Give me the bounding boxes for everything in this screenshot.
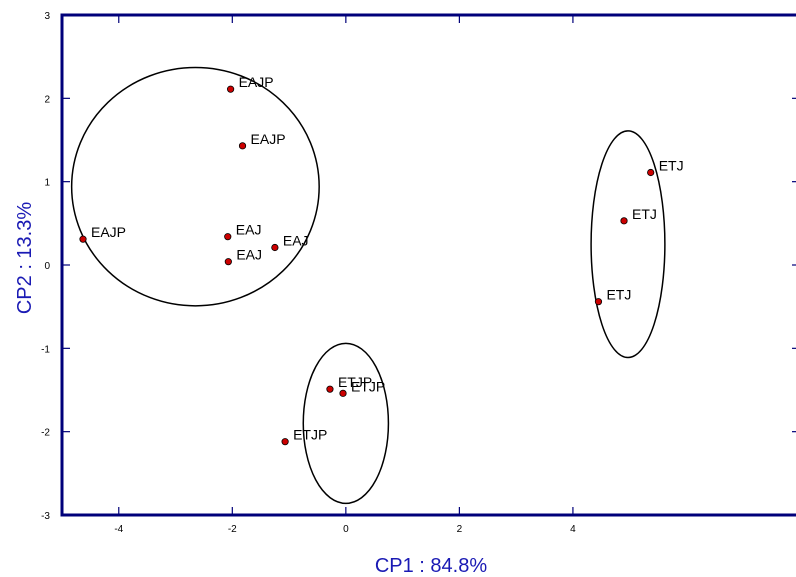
data-point (224, 233, 232, 241)
y-tick-label: 2 (44, 94, 50, 105)
cluster-ellipse (70, 66, 320, 307)
data-point (271, 243, 279, 252)
data-points (79, 85, 655, 446)
data-point-label: ETJP (338, 374, 372, 390)
data-point-label: ETJP (351, 378, 385, 394)
cluster-ellipses (70, 66, 666, 505)
data-point (594, 298, 603, 306)
data-point-label: EAJP (239, 74, 274, 90)
data-point-label: EAJP (251, 131, 286, 147)
data-point-label: EAJ (283, 233, 309, 249)
x-tick-label: -4 (114, 524, 123, 535)
data-point (281, 438, 289, 446)
plot-frame (60, 13, 796, 517)
data-point (227, 85, 235, 93)
y-tick-label: -3 (41, 511, 50, 522)
x-tick-label: 2 (457, 524, 463, 535)
data-point (224, 258, 232, 266)
cluster-ellipse (590, 130, 666, 359)
y-tick-label: 1 (44, 178, 50, 189)
data-point (79, 235, 87, 243)
data-point-label: EAJ (236, 222, 262, 238)
data-point-label: ETJ (659, 158, 684, 174)
y-tick-label: -2 (41, 428, 50, 439)
y-tick-label: -1 (41, 344, 50, 355)
x-tick-label: 0 (343, 524, 349, 535)
data-point-label: ETJ (606, 287, 631, 303)
y-tick-label: 0 (44, 261, 50, 272)
data-point-label: EAJ (236, 247, 262, 263)
cluster-ellipse (302, 342, 390, 505)
data-point (339, 389, 347, 397)
data-point (238, 142, 247, 150)
y-axis-title: CP2 : 13.3% (14, 202, 36, 315)
x-tick-label: -2 (228, 524, 237, 535)
y-tick-label: 3 (44, 11, 50, 22)
axis-ticks: -4 -2 0 2 4 -3 -2 -1 0 1 2 3 (41, 11, 796, 535)
data-point (620, 217, 628, 225)
data-point-label: EAJP (91, 224, 126, 240)
data-point (647, 168, 655, 177)
data-point-label: ETJ (632, 206, 657, 222)
x-tick-label: 4 (570, 524, 576, 535)
x-axis-title: CP1 : 84.8% (375, 555, 488, 577)
data-point-label: ETJP (293, 427, 327, 443)
data-point (326, 385, 334, 393)
